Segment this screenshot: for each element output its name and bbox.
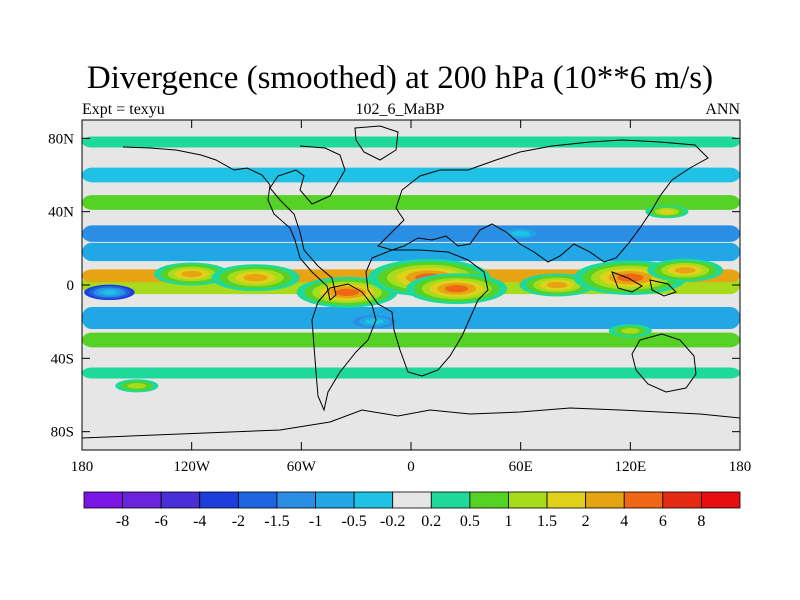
- field-band: [82, 307, 740, 329]
- x-tick-label: 120W: [173, 459, 211, 475]
- divergence-field: [82, 120, 740, 450]
- subtitle-right: ANN: [705, 101, 740, 118]
- x-tick-label: 60E: [509, 459, 533, 475]
- field-feature: [445, 285, 469, 293]
- colorbar-label: 0.5: [460, 513, 480, 530]
- colorbar-label: -0.2: [380, 513, 405, 530]
- colorbar-swatch: [546, 491, 587, 509]
- colorbar-swatch: [701, 491, 741, 509]
- colorbar-swatch: [122, 491, 162, 509]
- australia-outline: [631, 333, 697, 393]
- colorbar-label: 8: [697, 513, 705, 530]
- colorbar-swatch: [315, 491, 355, 509]
- field-feature: [243, 273, 268, 282]
- y-tick-label: 0: [67, 278, 75, 294]
- colorbar: -8 -6 -4 -2 -1.5 -1 -0.5 -0.2 0.2 0.5 1 1.5 2 4 6 8: [83, 491, 741, 530]
- subtitle-left: Expt = texyu: [82, 101, 165, 118]
- y-tick-label: 80N: [48, 131, 74, 147]
- colorbar-label: -2: [232, 513, 245, 530]
- north-america-outline: [122, 145, 346, 301]
- field-band: [82, 225, 740, 242]
- colorbar-swatch: [237, 491, 278, 509]
- x-tick-label: 120E: [614, 459, 646, 475]
- south-america-outline: [311, 283, 377, 412]
- antarctica-outline: [82, 407, 740, 439]
- field-feature: [102, 290, 117, 295]
- colorbar-swatch: [508, 491, 548, 509]
- colorbar-label: -6: [155, 513, 168, 530]
- y-tick-label: 40S: [51, 351, 74, 367]
- maritime-continent-outline: [611, 271, 677, 297]
- colorbar-swatch: [662, 491, 702, 509]
- africa-outline: [365, 249, 489, 377]
- colorbar-swatch: [623, 491, 664, 509]
- chart-title: Divergence (smoothed) at 200 hPa (10**6 …: [86, 60, 714, 96]
- field-feature: [659, 209, 675, 214]
- colorbar-label: -4: [193, 513, 206, 530]
- colorbar-label: -1: [309, 513, 322, 530]
- field-feature: [621, 328, 640, 334]
- colorbar-label: -8: [116, 513, 129, 530]
- field-band: [82, 242, 740, 262]
- colorbar-swatch: [392, 491, 432, 509]
- subtitle-center: 102_6_MaBP: [355, 101, 445, 118]
- colorbar-swatch: [353, 491, 394, 509]
- colorbar-swatch: [160, 491, 201, 509]
- colorbar-label: 6: [659, 513, 667, 530]
- field-feature: [674, 267, 696, 274]
- coastlines: [82, 125, 740, 439]
- colorbar-label: -1.5: [264, 513, 289, 530]
- colorbar-swatch: [199, 491, 239, 509]
- colorbar-swatch: [469, 491, 509, 509]
- field-band: [82, 332, 740, 348]
- colorbar-label: 4: [620, 513, 628, 530]
- x-tick-label: 60W: [287, 459, 317, 475]
- x-tick-label: 180: [71, 459, 94, 475]
- x-tick-label: 180: [729, 459, 752, 475]
- y-tick-label: 80S: [51, 425, 74, 441]
- field-feature: [546, 281, 568, 289]
- colorbar-swatch: [585, 491, 625, 509]
- y-axis-ticks: 80N 40N 0 40S 80S: [48, 131, 740, 441]
- x-axis-ticks: 180 120W 60W 0 60E 120E 180: [71, 120, 752, 475]
- field-feature: [365, 318, 384, 325]
- field-band: [82, 167, 740, 183]
- field-feature: [127, 383, 147, 389]
- field-feature: [511, 230, 530, 237]
- colorbar-swatch: [83, 491, 123, 509]
- colorbar-swatch: [430, 491, 471, 509]
- field-band: [82, 195, 740, 210]
- field-feature: [181, 270, 202, 278]
- field-feature: [335, 288, 359, 296]
- y-tick-label: 40N: [48, 205, 74, 221]
- colorbar-label: 0.2: [421, 513, 441, 530]
- colorbar-label: 1.5: [537, 513, 557, 530]
- x-tick-label: 0: [407, 459, 415, 475]
- field-band: [82, 136, 740, 148]
- greenland-outline: [354, 125, 399, 161]
- colorbar-label: -0.5: [341, 513, 366, 530]
- field-feature: [617, 273, 644, 282]
- colorbar-label: 1: [504, 513, 512, 530]
- colorbar-label: 2: [582, 513, 590, 530]
- colorbar-swatch: [276, 491, 316, 509]
- eurasia-outline: [377, 139, 709, 263]
